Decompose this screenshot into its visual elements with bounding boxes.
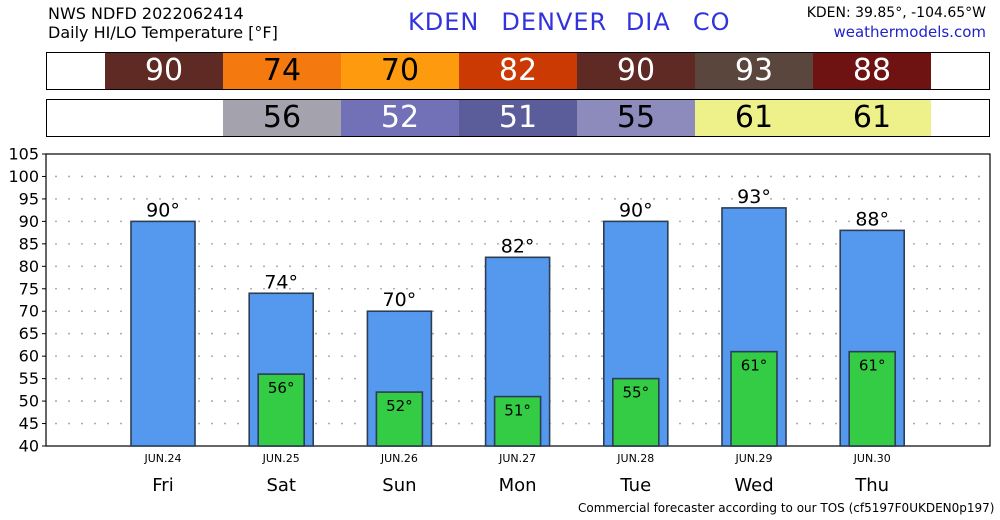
- y-tick-label: 105: [8, 145, 39, 164]
- weekday-label: Tue: [619, 475, 651, 496]
- y-tick-label: 85: [19, 234, 39, 253]
- weekday-label: Mon: [499, 475, 537, 496]
- high-temp-label: 88°: [855, 208, 889, 230]
- low-temp-bar: [848, 350, 897, 447]
- y-tick-label: 55: [19, 369, 39, 388]
- high-temp-label: 90°: [619, 199, 653, 221]
- station-name: DENVER DIA: [501, 8, 671, 36]
- station-coords: KDEN: 39.85°, -104.65°W: [806, 5, 986, 21]
- station-state: CO: [692, 8, 731, 36]
- model-run-label: NWS NDFD 2022062414: [48, 4, 244, 23]
- y-tick-label: 45: [19, 414, 39, 433]
- low-temp-bar: [257, 373, 306, 447]
- y-tick-label: 50: [19, 392, 39, 411]
- low-temp-label: 55°: [623, 384, 650, 402]
- date-label: JUN.26: [380, 452, 418, 465]
- low-temp-strip: 56 52 51 55 61 61: [46, 99, 990, 137]
- y-tick-label: 100: [8, 167, 39, 186]
- high-temp-cell: 88: [813, 53, 931, 89]
- date-label: JUN.30: [853, 452, 891, 465]
- high-temp-cell: 93: [695, 53, 813, 89]
- chart-header: NWS NDFD 2022062414 Daily HI/LO Temperat…: [48, 4, 278, 42]
- weekday-label: Fri: [152, 475, 173, 496]
- y-tick-label: 65: [19, 324, 39, 343]
- high-temp-strip: 90 74 70 82 90 93 88: [46, 52, 990, 90]
- low-temp-bar: [730, 350, 778, 447]
- y-tick-label: 90: [19, 212, 39, 231]
- date-label: JUN.27: [498, 452, 536, 465]
- high-temp-label: 82°: [501, 235, 535, 257]
- weekday-label: Wed: [734, 475, 773, 496]
- station-title: KDEN DENVER DIA CO: [408, 8, 752, 36]
- date-label: JUN.25: [262, 452, 300, 465]
- low-temp-bar: [611, 377, 660, 447]
- low-temp-cell: 52: [341, 100, 459, 136]
- high-temp-cell: 90: [577, 53, 695, 89]
- high-temp-label: 93°: [737, 186, 771, 208]
- high-temp-label: 90°: [146, 199, 180, 221]
- date-label: JUN.29: [734, 452, 772, 465]
- low-temp-cell: 61: [695, 100, 813, 136]
- footer-note: Commercial forecaster according to our T…: [578, 501, 995, 515]
- low-temp-label: 51°: [504, 402, 531, 420]
- high-temp-cell: 70: [341, 53, 459, 89]
- y-tick-label: 70: [19, 302, 39, 321]
- high-temp-label: 70°: [383, 289, 417, 311]
- y-tick-label: 80: [19, 257, 39, 276]
- low-temp-cell: 51: [459, 100, 577, 136]
- date-label: JUN.24: [143, 452, 181, 465]
- weekday-label: Sat: [266, 475, 296, 496]
- low-temp-label: 52°: [386, 397, 413, 415]
- low-temp-label: 61°: [859, 357, 886, 375]
- low-temp-cell: 55: [577, 100, 695, 136]
- station-code: KDEN: [408, 8, 480, 36]
- date-label: JUN.28: [616, 452, 654, 465]
- high-temp-label: 74°: [264, 271, 298, 293]
- site-link[interactable]: weathermodels.com: [833, 23, 986, 41]
- chart-title: Daily HI/LO Temperature [°F]: [48, 23, 278, 42]
- high-temp-bar: [130, 220, 196, 447]
- low-temp-bar: [493, 395, 542, 447]
- low-temp-bar: [375, 391, 424, 447]
- low-temp-cell: 56: [223, 100, 341, 136]
- low-temp-label: 56°: [268, 379, 295, 397]
- low-temp-cell: 61: [813, 100, 931, 136]
- y-tick-label: 60: [19, 347, 39, 366]
- y-tick-label: 75: [19, 279, 39, 298]
- station-info: KDEN: 39.85°, -104.65°W weathermodels.co…: [807, 4, 986, 42]
- y-tick-label: 40: [19, 437, 39, 456]
- high-temp-cell: 74: [223, 53, 341, 89]
- weekday-label: Sun: [382, 475, 416, 496]
- low-temp-label: 61°: [741, 357, 768, 375]
- weekday-label: Thu: [854, 475, 889, 496]
- y-tick-label: 95: [19, 189, 39, 208]
- low-temp-cell: [105, 100, 223, 136]
- high-temp-cell: 90: [105, 53, 223, 89]
- high-temp-cell: 82: [459, 53, 577, 89]
